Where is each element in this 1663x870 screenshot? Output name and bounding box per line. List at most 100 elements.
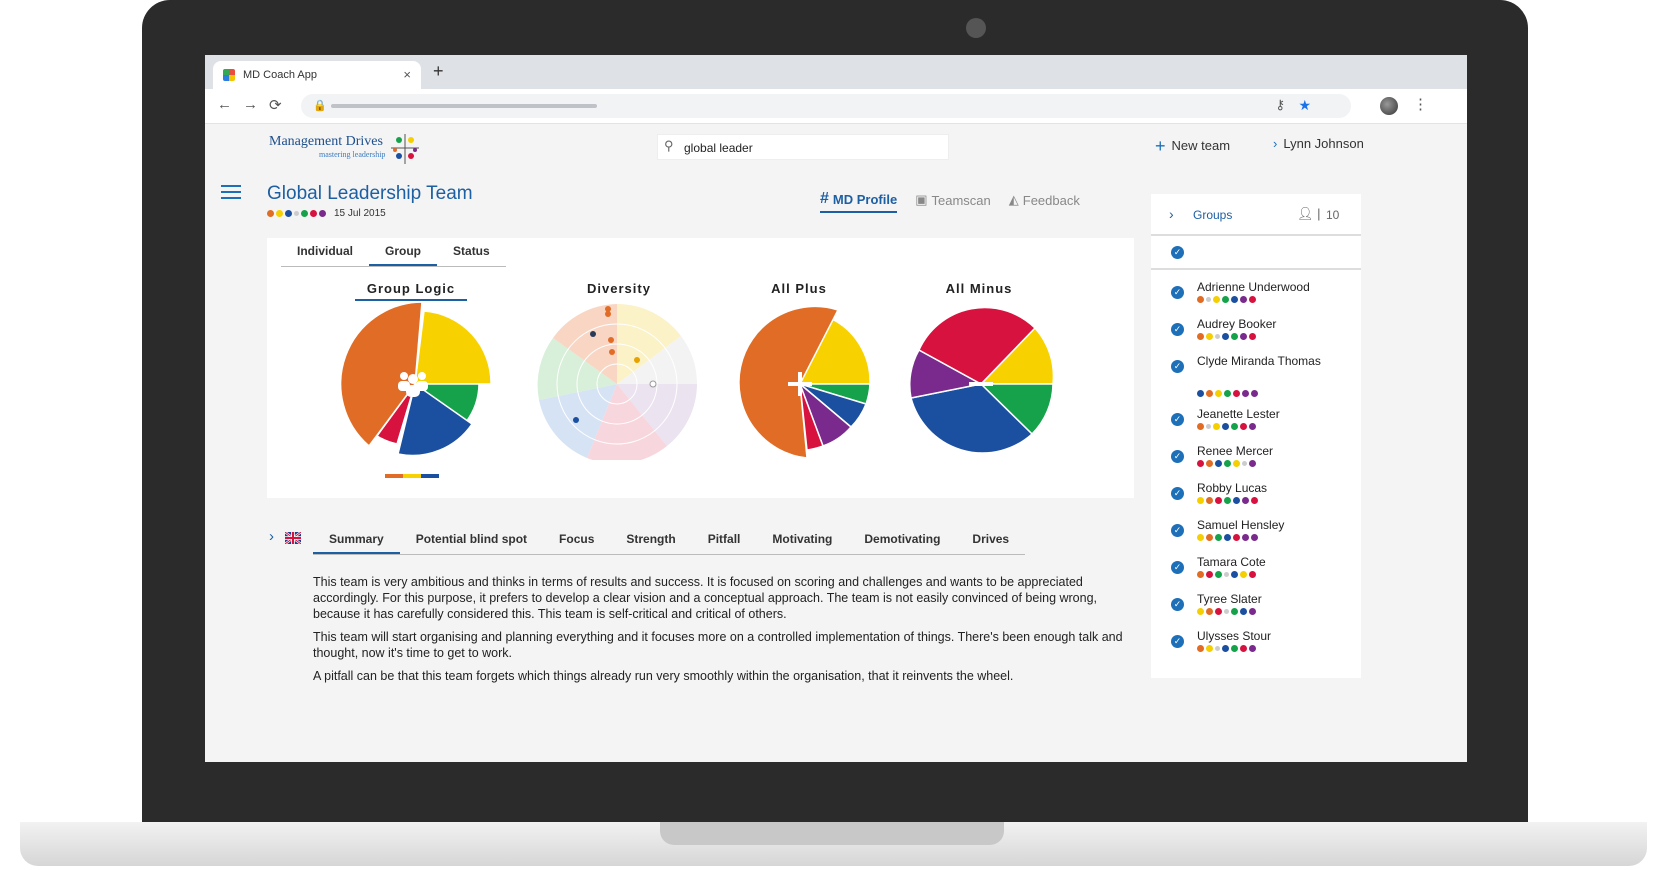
- profile-dot: [1251, 390, 1258, 397]
- legend-bar-blue: [421, 474, 439, 478]
- check-circle-icon[interactable]: ✓: [1171, 524, 1184, 537]
- texttab-strength[interactable]: Strength: [626, 532, 676, 546]
- all-minus-slice-red: [918, 306, 1037, 385]
- profile-dot: [294, 211, 299, 216]
- person-icon: 👤︎ |: [1297, 206, 1321, 221]
- member-profile-dots: [1197, 645, 1256, 652]
- key-icon[interactable]: ⚷: [1275, 97, 1285, 112]
- legend-bar-orange: [385, 474, 403, 478]
- texttab-drives[interactable]: Drives: [972, 532, 1010, 546]
- legend-bar-yellow: [403, 474, 421, 478]
- logo[interactable]: Management Drives mastering leadership: [269, 134, 419, 164]
- profile-dot: [1242, 497, 1249, 504]
- profile-dot: [1215, 497, 1222, 504]
- search-input[interactable]: ⚲ global leader: [657, 134, 949, 160]
- diversity-point: [649, 380, 657, 388]
- profile-dot: [1231, 296, 1238, 303]
- chevron-right-icon[interactable]: ›: [269, 528, 274, 545]
- check-circle-icon[interactable]: ✓: [1171, 635, 1184, 648]
- new-team-button[interactable]: + New team: [1155, 136, 1230, 157]
- diversity-point: [590, 331, 596, 337]
- browser-tab[interactable]: MD Coach App ×: [213, 61, 421, 89]
- member-profile-dots: [1197, 534, 1258, 541]
- texttab-potential-blind-spot[interactable]: Potential blind spot: [415, 532, 528, 546]
- profile-dot: [1240, 333, 1247, 340]
- profile-dot: [1197, 423, 1204, 430]
- plus-icon: [788, 372, 812, 396]
- team-title: Global Leadership Team: [267, 183, 473, 204]
- group-people-icon: [398, 372, 428, 397]
- check-circle-icon[interactable]: ✓: [1171, 561, 1184, 574]
- check-circle-icon[interactable]: ✓: [1171, 246, 1184, 259]
- profile-dot: [1240, 608, 1247, 615]
- chart-title-diversity[interactable]: Diversity: [587, 281, 651, 296]
- subtab-group[interactable]: Group: [369, 244, 438, 266]
- team-date: 15 Jul 2015: [334, 208, 386, 219]
- groups-header[interactable]: › Groups 👤︎ | 10: [1151, 194, 1361, 236]
- tab-label: Feedback: [1022, 192, 1080, 208]
- member-profile-dots: [1197, 497, 1258, 504]
- chevron-right-icon: ›: [1273, 136, 1278, 151]
- uk-flag-icon[interactable]: [285, 532, 301, 544]
- profile-dot: [1197, 534, 1204, 541]
- chart-title-all-plus[interactable]: All Plus: [771, 281, 827, 296]
- subtab-status[interactable]: Status: [453, 244, 490, 258]
- profile-dot: [1206, 333, 1213, 340]
- texttab-summary[interactable]: Summary: [313, 526, 400, 554]
- texttab-pitfall[interactable]: Pitfall: [707, 532, 741, 546]
- tab-md-profile[interactable]: # MD Profile: [820, 190, 898, 213]
- teamscan-icon: ▣: [915, 192, 928, 207]
- forward-arrow-icon[interactable]: →: [243, 96, 258, 113]
- tab-feedback[interactable]: ◭ Feedback: [1009, 190, 1080, 213]
- profile-dot: [1222, 296, 1229, 303]
- profile-dot: [1197, 333, 1204, 340]
- profile-dot: [1197, 571, 1204, 578]
- user-menu[interactable]: › Lynn Johnson: [1273, 136, 1364, 151]
- back-arrow-icon[interactable]: ←: [217, 96, 232, 113]
- check-circle-icon[interactable]: ✓: [1171, 360, 1184, 373]
- profile-dot: [1249, 645, 1256, 652]
- check-circle-icon[interactable]: ✓: [1171, 413, 1184, 426]
- profile-dot: [1222, 333, 1229, 340]
- profile-dot: [1215, 608, 1222, 615]
- subtab-individual[interactable]: Individual: [297, 244, 354, 258]
- check-circle-icon[interactable]: ✓: [1171, 598, 1184, 611]
- texttab-focus[interactable]: Focus: [559, 532, 595, 546]
- chart-title-all-minus[interactable]: All Minus: [945, 281, 1013, 296]
- check-circle-icon[interactable]: ✓: [1171, 323, 1184, 336]
- texttab-motivating[interactable]: Motivating: [772, 532, 833, 546]
- profile-dot: [1224, 609, 1229, 614]
- logo-title: Management Drives: [269, 134, 383, 149]
- profile-dot: [1197, 296, 1204, 303]
- kebab-menu-icon[interactable]: ⋮: [1413, 96, 1428, 113]
- tab-teamscan[interactable]: ▣ Teamscan: [915, 190, 991, 213]
- check-circle-icon[interactable]: ✓: [1171, 487, 1184, 500]
- profile-avatar[interactable]: [1380, 97, 1398, 115]
- member-profile-dots: [1197, 608, 1256, 615]
- groups-sidebar: › Groups 👤︎ | 10 ✓ ✓ Adrienne Underwood ✓ A…: [1151, 194, 1361, 678]
- profile-dot: [1249, 460, 1256, 467]
- profile-dot: [1231, 608, 1238, 615]
- check-circle-icon[interactable]: ✓: [1171, 286, 1184, 299]
- select-all-row[interactable]: ✓: [1151, 236, 1361, 270]
- bookmark-star-icon[interactable]: ★: [1298, 97, 1311, 113]
- plus-icon: +: [1155, 136, 1166, 156]
- new-tab-button[interactable]: +: [433, 61, 444, 81]
- reload-icon[interactable]: ⟳: [269, 97, 282, 114]
- summary-paragraph: A pitfall can be that this team forgets …: [313, 669, 1014, 683]
- profile-dot: [1242, 461, 1247, 466]
- profile-dot: [1251, 497, 1258, 504]
- profile-dot: [1242, 534, 1249, 541]
- url-bar[interactable]: 🔒 ⚷ ★: [301, 94, 1351, 118]
- chart-title-group-logic[interactable]: Group Logic: [321, 281, 501, 301]
- profile-dot: [301, 210, 308, 217]
- member-profile-dots: [1197, 460, 1256, 467]
- texttab-demotivating[interactable]: Demotivating: [864, 532, 941, 546]
- profile-dot: [1206, 460, 1213, 467]
- diversity-point: [573, 417, 579, 423]
- close-tab-icon[interactable]: ×: [403, 67, 411, 82]
- diversity-point: [609, 349, 615, 355]
- hamburger-menu-icon[interactable]: [221, 185, 241, 201]
- check-circle-icon[interactable]: ✓: [1171, 450, 1184, 463]
- profile-dot: [1197, 390, 1204, 397]
